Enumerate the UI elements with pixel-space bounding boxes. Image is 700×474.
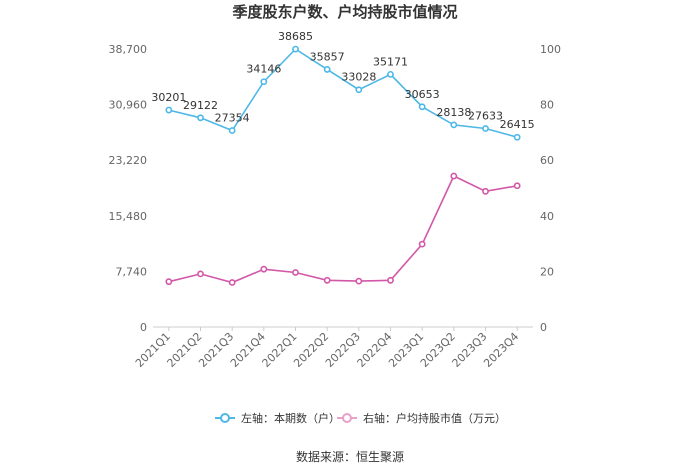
legend: 左轴：本期数（户） 右轴：户均持股市值（万元） — [215, 411, 506, 425]
right-axis-tick-label: 60 — [540, 154, 554, 167]
data-point-left[interactable] — [483, 126, 488, 131]
data-label: 35857 — [310, 50, 345, 63]
data-point-right[interactable] — [166, 279, 171, 284]
data-point-right[interactable] — [293, 270, 298, 275]
data-label: 30201 — [151, 91, 186, 104]
left-axis-tick-label: 30,960 — [109, 99, 148, 112]
data-point-right[interactable] — [388, 278, 393, 283]
data-point-left[interactable] — [166, 107, 171, 112]
legend-item-left-series[interactable]: 左轴：本期数（户） — [215, 411, 340, 425]
data-point-left[interactable] — [388, 72, 393, 77]
data-point-right[interactable] — [356, 279, 361, 284]
data-label: 28138 — [436, 106, 471, 119]
left-axis-tick-label: 0 — [140, 321, 147, 334]
data-point-left[interactable] — [325, 67, 330, 72]
data-point-left[interactable] — [515, 135, 520, 140]
data-label: 27354 — [215, 112, 250, 125]
right-axis-tick-label: 100 — [540, 43, 561, 56]
data-point-left[interactable] — [356, 87, 361, 92]
data-point-right[interactable] — [515, 183, 520, 188]
data-point-left[interactable] — [293, 47, 298, 52]
data-label: 34146 — [246, 63, 281, 76]
data-point-left[interactable] — [230, 128, 235, 133]
left-axis: 0 7,740 15,480 23,220 30,960 38,700 — [109, 43, 148, 334]
data-label: 35171 — [373, 55, 408, 68]
right-axis-tick-label: 80 — [540, 99, 554, 112]
data-source: 数据来源：恒生聚源 — [296, 449, 404, 464]
right-axis-tick-label: 0 — [540, 321, 547, 334]
chart-title: 季度股东户数、户均持股市值情况 — [232, 3, 457, 21]
right-axis: 0 20 40 60 80 100 — [540, 43, 561, 334]
x-axis-tick-label: 2023Q4 — [481, 330, 521, 370]
x-axis: 2021Q12021Q22021Q32021Q42022Q12022Q22022… — [133, 327, 521, 370]
data-point-right[interactable] — [483, 189, 488, 194]
data-point-right[interactable] — [261, 267, 266, 272]
data-point-right[interactable] — [420, 242, 425, 247]
left-axis-tick-label: 15,480 — [109, 210, 148, 223]
legend-item-right-series[interactable]: 右轴：户均持股市值（万元） — [337, 411, 506, 425]
data-label: 27633 — [468, 109, 503, 122]
data-point-right[interactable] — [230, 280, 235, 285]
data-label: 29122 — [183, 99, 218, 112]
left-axis-tick-label: 38,700 — [109, 43, 148, 56]
right-axis-tick-label: 40 — [540, 210, 554, 223]
left-axis-tick-label: 7,740 — [116, 265, 148, 278]
data-point-right[interactable] — [198, 271, 203, 276]
right-axis-tick-label: 20 — [540, 265, 554, 278]
data-label: 38685 — [278, 30, 313, 43]
data-point-right[interactable] — [451, 173, 456, 178]
data-point-right[interactable] — [325, 278, 330, 283]
data-point-left[interactable] — [420, 104, 425, 109]
legend-marker-right — [343, 414, 351, 422]
series-line-right — [169, 176, 517, 283]
legend-label-left: 左轴：本期数（户） — [241, 411, 340, 425]
data-point-left[interactable] — [451, 122, 456, 127]
legend-marker-left — [221, 414, 229, 422]
left-axis-tick-label: 23,220 — [109, 154, 148, 167]
data-point-left[interactable] — [198, 115, 203, 120]
data-label: 33028 — [341, 71, 376, 84]
data-label: 26415 — [500, 118, 535, 131]
data-point-left[interactable] — [261, 79, 266, 84]
data-label: 30653 — [405, 88, 440, 101]
legend-label-right: 右轴：户均持股市值（万元） — [363, 411, 506, 425]
